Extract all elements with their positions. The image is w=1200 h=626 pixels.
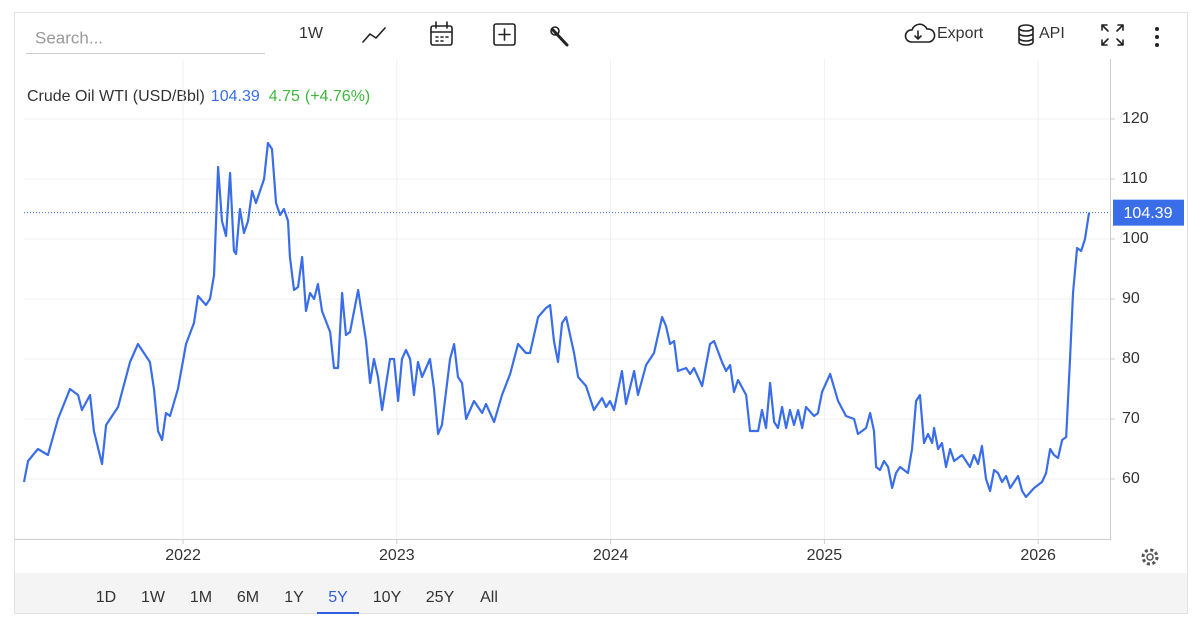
settings-icon[interactable] — [1141, 548, 1159, 566]
range-button[interactable]: 10Y — [373, 589, 402, 606]
range-button[interactable]: 1Y — [284, 589, 304, 606]
range-button[interactable]: 1M — [190, 589, 212, 606]
range-button[interactable]: 1W — [141, 589, 166, 606]
tools-icon[interactable] — [550, 26, 569, 47]
y-tick-label: 70 — [1122, 410, 1140, 427]
range-button[interactable]: All — [480, 589, 498, 606]
range-button[interactable]: 6M — [237, 589, 259, 606]
export-icon[interactable] — [904, 23, 936, 43]
compare-icon[interactable] — [493, 23, 516, 46]
last-value-label: 104.39 — [1124, 205, 1173, 222]
interval-button[interactable]: 1W — [299, 25, 324, 42]
range-bar — [15, 573, 1187, 613]
menu-icon[interactable] — [1155, 27, 1159, 47]
y-tick-label: 60 — [1122, 470, 1140, 487]
search-input[interactable]: Search... — [35, 28, 103, 47]
line-type-icon[interactable] — [362, 27, 386, 43]
y-tick-label: 120 — [1122, 110, 1149, 127]
x-tick-label: 2025 — [807, 547, 843, 564]
calendar-icon[interactable] — [430, 21, 453, 46]
y-tick-label: 110 — [1122, 170, 1148, 187]
x-tick-label: 2022 — [165, 547, 201, 564]
api-icon[interactable] — [1018, 24, 1034, 46]
legend-change: 4.75 — [269, 88, 300, 105]
y-tick-label: 80 — [1122, 350, 1140, 367]
api-button[interactable]: API — [1039, 25, 1065, 42]
x-tick-label: 2024 — [593, 547, 629, 564]
y-tick-label: 100 — [1122, 230, 1149, 247]
legend-name: Crude Oil WTI (USD/Bbl) — [27, 88, 205, 105]
range-button[interactable]: 25Y — [426, 589, 455, 606]
legend-header: Crude Oil WTI (USD/Bbl) 104.39 4.75 (+4.76%… — [27, 88, 370, 105]
fullscreen-icon[interactable] — [1101, 24, 1124, 46]
y-tick-label: 90 — [1122, 290, 1140, 307]
legend-price: 104.39 — [211, 88, 260, 105]
range-button[interactable]: 1D — [96, 589, 116, 606]
export-button[interactable]: Export — [937, 25, 984, 42]
last-value-badge — [1113, 199, 1184, 226]
panel — [14, 12, 1188, 614]
x-tick-label: 2026 — [1020, 547, 1056, 564]
legend-change-pct: (+4.76%) — [305, 88, 370, 105]
range-button[interactable]: 5Y — [328, 589, 348, 606]
x-tick-label: 2023 — [379, 547, 415, 564]
